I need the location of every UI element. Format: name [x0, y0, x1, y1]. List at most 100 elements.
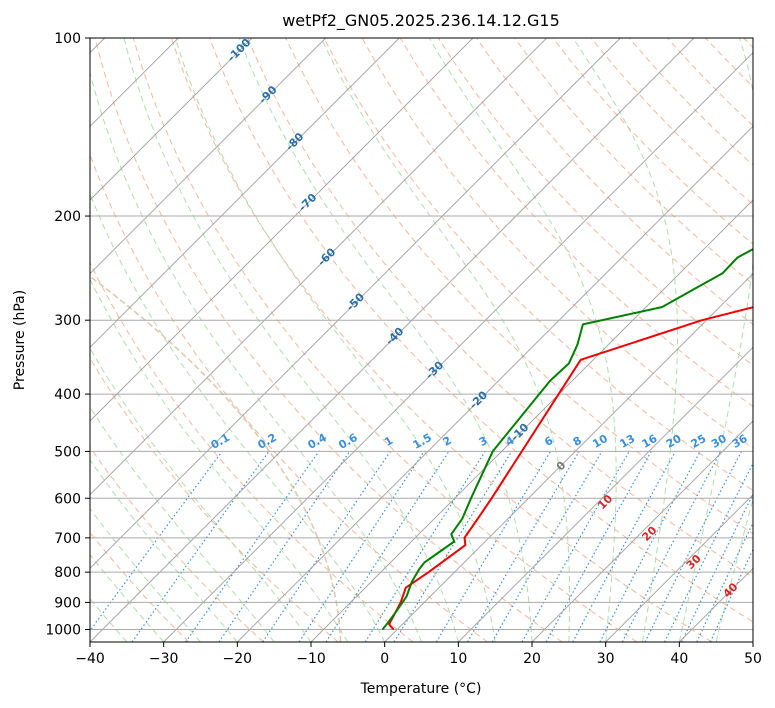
y-tick-label: 400	[54, 387, 81, 403]
plot-area: -100-90-80-70-60-50-40-30-20-100.1 0.2 0.4…	[90, 38, 753, 642]
isotherm-line	[531, 420, 753, 642]
mixing-ratio-line	[599, 451, 701, 642]
mixing-ratio-line	[393, 451, 513, 642]
dry-adiabat-line	[552, 38, 753, 245]
x-tick-label: −30	[149, 651, 179, 667]
reference-curves	[90, 275, 342, 642]
temperature-profile-line	[388, 306, 753, 631]
mixing-ratio-label: 1	[382, 434, 395, 449]
isotherm-line	[752, 641, 753, 642]
moist-adiabat-line	[90, 459, 238, 642]
moist-adiabat-line	[428, 38, 617, 642]
mixing-ratio-line	[435, 451, 552, 642]
isotherm-line	[384, 272, 753, 642]
mixing-ratio-line	[185, 451, 320, 642]
x-axis: −40 −30 −20 −10 0 10 20 30 40 50	[75, 642, 762, 667]
y-tick-label: 900	[54, 595, 81, 611]
isotherm-line	[90, 38, 621, 570]
isotherms	[90, 38, 753, 642]
dry-adiabat-line	[705, 38, 753, 88]
profiles	[381, 248, 753, 631]
moist-adiabat-line	[715, 497, 753, 642]
mixing-ratio-label: 25	[689, 432, 709, 451]
mixing-ratio-line	[545, 451, 652, 642]
y-tick-label: 600	[54, 491, 81, 507]
x-tick-label: 30	[597, 651, 615, 667]
y-tick-label: 1000	[45, 622, 81, 638]
mixing-ratio-label: 0.1	[209, 431, 232, 452]
moist-adiabat-line	[123, 38, 459, 642]
dry-adiabat-line	[94, 38, 563, 642]
dry-adiabat-line	[90, 531, 190, 642]
dry-adiabat-line	[476, 38, 753, 326]
mixing-ratio-line	[466, 451, 580, 642]
reference-curve-line	[90, 275, 342, 642]
moist-adiabat-line	[572, 38, 678, 642]
moist-adiabat-line	[678, 38, 753, 642]
mixing-ratio-label: 3	[477, 434, 490, 449]
moist-adiabat-line	[90, 278, 349, 642]
y-tick-label: 500	[54, 444, 81, 460]
moist-adiabat-line	[90, 507, 201, 642]
y-tick-label: 300	[54, 313, 81, 329]
moist-adiabat-line	[90, 347, 312, 642]
moist-adiabat-label: 20	[639, 524, 659, 544]
isotherm-line	[605, 493, 753, 642]
x-tick-label: 10	[449, 651, 467, 667]
y-tick-label: 800	[54, 565, 81, 581]
mixing-ratio-line	[521, 451, 630, 642]
moist-adiabat-label: 10	[595, 492, 615, 512]
dry-adiabat-line	[590, 38, 753, 206]
mixing-ratio-line	[325, 451, 450, 642]
x-axis-title: Temperature (°C)	[360, 681, 482, 697]
isotherm-line	[90, 38, 474, 422]
isotherm-line	[236, 125, 753, 642]
mixing-ratio-label: 20	[664, 432, 684, 451]
x-tick-label: −10	[296, 651, 326, 667]
moist-adiabat-line	[174, 38, 496, 642]
moist-adiabat-label: 30	[684, 552, 704, 572]
y-tick-label: 200	[54, 209, 81, 225]
mixing-ratio-label: 13	[618, 432, 638, 451]
mixing-ratio-line	[664, 462, 753, 642]
x-tick-label: 50	[744, 651, 762, 667]
dry-adiabats	[90, 38, 753, 642]
moist-adiabat-line	[90, 598, 128, 642]
y-axis: 1000 900 800 700 600 500 400 300 200 100	[45, 31, 90, 638]
mixing-ratio-label: 0.4	[306, 431, 330, 452]
isotherm-label: -40	[383, 325, 406, 348]
isotherm-line	[457, 346, 753, 642]
y-tick-label: 700	[54, 531, 81, 547]
isobars	[90, 38, 753, 630]
x-tick-label: −40	[75, 651, 105, 667]
dry-adiabat-line	[743, 38, 753, 49]
dry-adiabat-line	[247, 38, 753, 578]
isotherm-line	[678, 567, 753, 642]
y-axis-title: Pressure (hPa)	[12, 290, 28, 390]
dry-adiabat-line	[323, 38, 753, 492]
dry-adiabat-line	[90, 357, 339, 642]
isotherm-line	[90, 38, 548, 496]
dry-adiabat-line	[170, 38, 712, 642]
dry-adiabat-line	[90, 153, 488, 642]
mixing-ratio-line	[298, 451, 425, 642]
dewpoint-profile-line	[381, 248, 753, 631]
moist-adiabat-line	[90, 553, 165, 642]
mixing-ratio-label: 2	[441, 434, 454, 449]
moist-adiabat-line	[238, 38, 533, 642]
chart-title: wetPf2_GN05.2025.236.14.12.G15	[282, 11, 560, 31]
isotherm-line	[310, 199, 753, 642]
isotherm-line	[90, 38, 400, 349]
dry-adiabat-line	[667, 38, 753, 127]
mixing-ratio-label: 36	[730, 432, 750, 451]
mixing-ratio-line	[644, 451, 743, 642]
mixing-ratio-label: 8	[571, 434, 584, 449]
isotherm-label: -60	[315, 245, 338, 268]
dry-adiabat-line	[209, 38, 753, 623]
mixing-ratio-line	[218, 451, 351, 642]
isotherm-label: -90	[256, 83, 279, 106]
isotherm-line	[90, 38, 695, 642]
y-tick-label: 100	[54, 31, 81, 47]
moist-adiabat-line	[320, 38, 570, 642]
